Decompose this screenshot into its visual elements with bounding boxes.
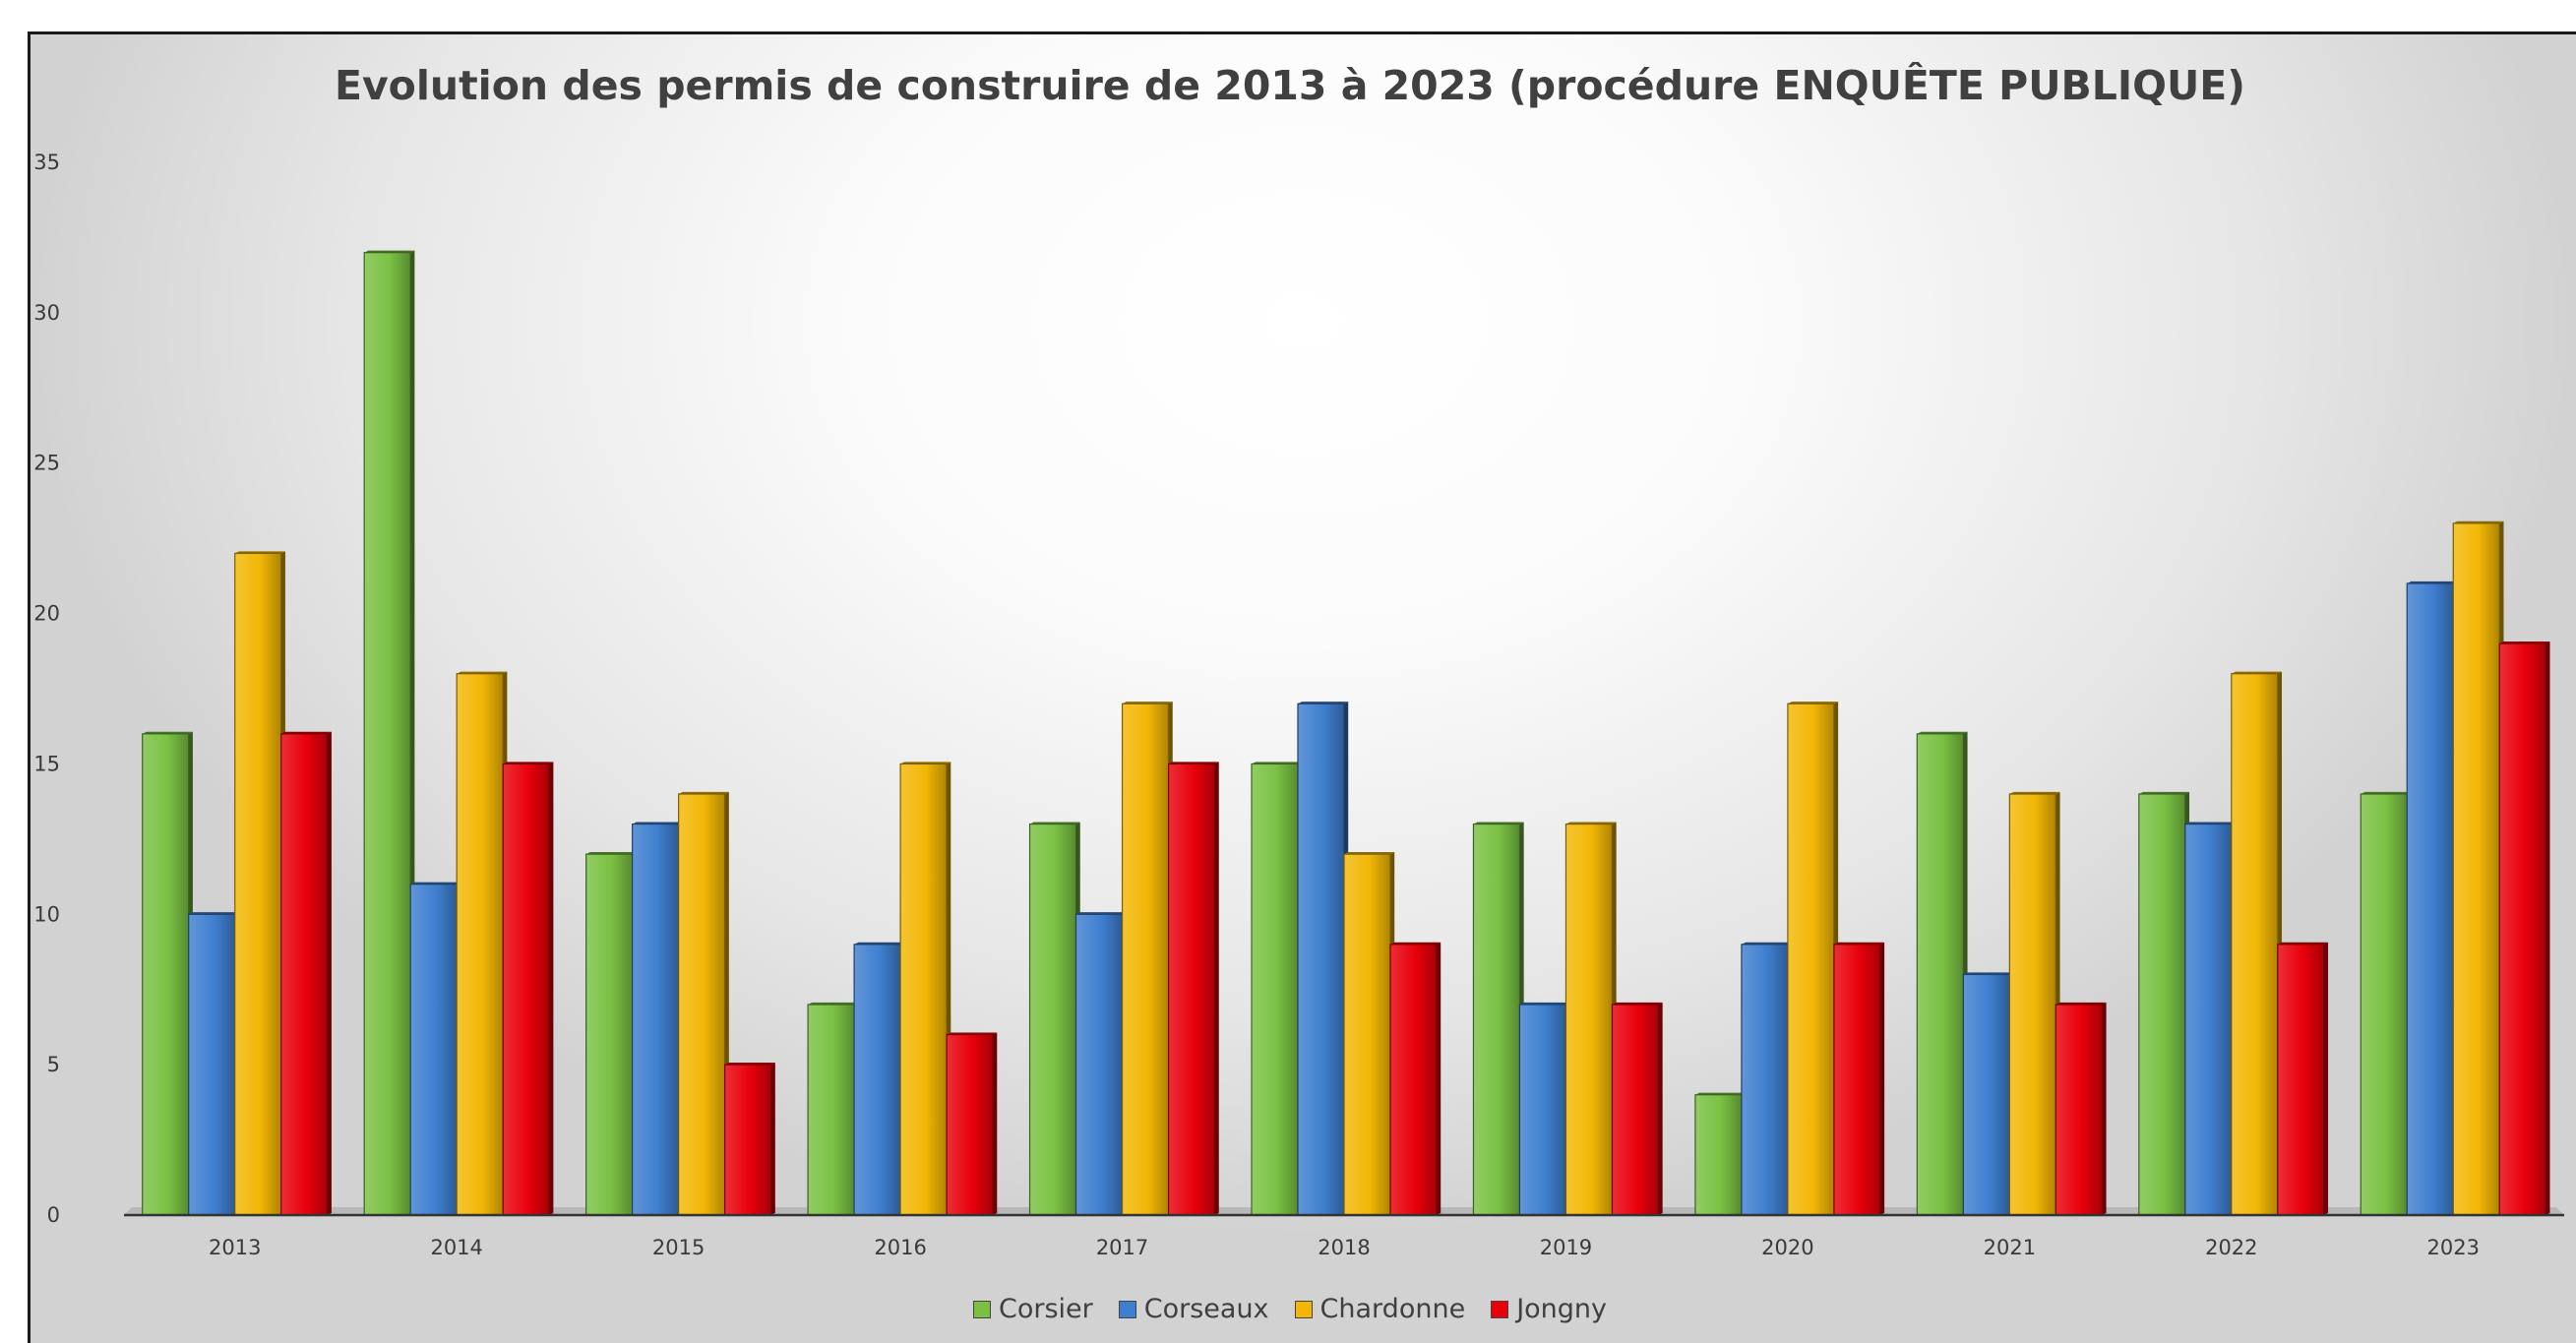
bar-corseaux-2022 — [2184, 823, 2233, 1216]
bar-jongny-2013 — [280, 733, 329, 1216]
bars — [142, 250, 2550, 1216]
y-tick-label: 30 — [33, 301, 60, 325]
y-tick-label: 35 — [33, 151, 60, 174]
y-axis: 0 5 10 15 20 25 30 35 — [33, 151, 60, 1227]
bar-chardonne-2018 — [1343, 853, 1391, 1216]
legend-item-corseaux: Corseaux — [1118, 1294, 1269, 1324]
bar-chardonne-2017 — [1121, 702, 1170, 1216]
legend: Corsier Corseaux Chardonne Jongny — [31, 1294, 2549, 1324]
bar-jongny-2017 — [1167, 763, 1216, 1216]
y-tick-label: 0 — [47, 1203, 60, 1227]
bar-jongny-2019 — [1611, 1004, 1660, 1216]
bar-corsier-2015 — [585, 853, 634, 1216]
bar-corseaux-2019 — [1518, 1004, 1567, 1216]
x-tick-label: 2016 — [874, 1236, 926, 1259]
y-tick-label: 10 — [33, 902, 60, 926]
bar-jongny-2023 — [2498, 642, 2546, 1216]
y-tick-label: 20 — [33, 602, 60, 626]
bar-chardonne-2020 — [1787, 702, 1835, 1216]
chart-area: Evolution des permis de construire de 20… — [28, 31, 2576, 1343]
bar-side-jongny-2015 — [770, 1063, 775, 1215]
legend-swatch — [972, 1300, 991, 1318]
bar-side-jongny-2017 — [1214, 762, 1219, 1215]
bar-chardonne-2014 — [456, 673, 504, 1216]
bar-jongny-2021 — [2055, 1004, 2103, 1216]
bar-side-jongny-2021 — [2102, 1002, 2107, 1215]
x-tick-label: 2014 — [430, 1236, 482, 1259]
bar-corsier-2016 — [807, 1004, 855, 1216]
bar-corseaux-2015 — [632, 823, 680, 1216]
bar-corseaux-2014 — [409, 884, 458, 1216]
x-tick-label: 2017 — [1096, 1236, 1148, 1259]
bar-chardonne-2013 — [234, 552, 282, 1216]
legend-swatch — [1294, 1300, 1313, 1318]
legend-item-chardonne: Chardonne — [1294, 1294, 1466, 1324]
bar-side-jongny-2016 — [993, 1032, 998, 1215]
bar-side-jongny-2019 — [1658, 1002, 1663, 1215]
bar-corseaux-2013 — [188, 913, 236, 1216]
x-tick-label: 2013 — [209, 1236, 261, 1259]
x-tick-label: 2015 — [652, 1236, 705, 1259]
bar-corseaux-2016 — [853, 944, 901, 1216]
bar-corsier-2020 — [1694, 1094, 1743, 1216]
x-tick-label: 2018 — [1318, 1236, 1370, 1259]
bar-corseaux-2017 — [1074, 913, 1124, 1216]
bar-corseaux-2021 — [1962, 973, 2010, 1216]
x-tick-label: 2019 — [1540, 1236, 1592, 1259]
bar-jongny-2015 — [724, 1064, 772, 1216]
bar-chardonne-2021 — [2008, 793, 2056, 1216]
bar-side-jongny-2022 — [2323, 942, 2329, 1215]
bar-corseaux-2023 — [2406, 582, 2454, 1216]
bar-chardonne-2015 — [678, 793, 726, 1216]
bar-side-jongny-2013 — [327, 731, 332, 1215]
bar-corsier-2019 — [1472, 823, 1521, 1216]
bar-corsier-2018 — [1251, 763, 1299, 1216]
legend-label: Corseaux — [1143, 1294, 1269, 1324]
bar-chardonne-2019 — [1564, 823, 1614, 1216]
bar-corseaux-2018 — [1297, 702, 1345, 1216]
legend-item-corsier: Corsier — [972, 1294, 1093, 1324]
bar-chardonne-2023 — [2452, 522, 2500, 1216]
bar-side-jongny-2023 — [2545, 641, 2550, 1215]
x-tick-label: 2021 — [1984, 1236, 2036, 1259]
y-tick-label: 25 — [33, 452, 60, 475]
bar-corseaux-2020 — [1741, 944, 1789, 1216]
bar-chardonne-2016 — [899, 763, 948, 1216]
legend-label: Chardonne — [1319, 1294, 1466, 1324]
legend-item-jongny: Jongny — [1491, 1294, 1607, 1324]
bar-side-jongny-2014 — [549, 762, 554, 1215]
x-axis: 2013 2014 2015 2016 2017 2018 2019 2020 2021 2022… — [209, 1236, 2480, 1259]
bar-corsier-2022 — [2138, 793, 2186, 1216]
y-tick-label: 5 — [47, 1053, 60, 1076]
bar-jongny-2020 — [1833, 944, 1881, 1216]
bar-corsier-2023 — [2360, 793, 2408, 1216]
bar-corsier-2021 — [1916, 733, 1964, 1216]
x-tick-label: 2023 — [2427, 1236, 2480, 1259]
legend-swatch — [1118, 1300, 1136, 1318]
bar-corsier-2014 — [363, 252, 411, 1216]
x-tick-label: 2020 — [1761, 1236, 1813, 1259]
y-tick-label: 15 — [33, 752, 60, 775]
bar-corsier-2017 — [1028, 823, 1077, 1216]
chart-title: Evolution des permis de construire de 20… — [334, 62, 2246, 109]
bar-jongny-2016 — [946, 1033, 994, 1216]
bar-jongny-2014 — [502, 763, 550, 1216]
x-tick-label: 2022 — [2205, 1236, 2257, 1259]
bar-side-jongny-2020 — [1879, 942, 1885, 1215]
legend-label: Jongny — [1516, 1294, 1608, 1324]
bar-chardonne-2022 — [2231, 673, 2279, 1216]
bar-jongny-2018 — [1389, 944, 1438, 1216]
bar-side-jongny-2018 — [1437, 942, 1441, 1215]
bar-jongny-2022 — [2277, 944, 2325, 1216]
bar-corsier-2013 — [142, 733, 190, 1216]
legend-swatch — [1491, 1300, 1509, 1318]
legend-label: Corsier — [998, 1294, 1093, 1324]
